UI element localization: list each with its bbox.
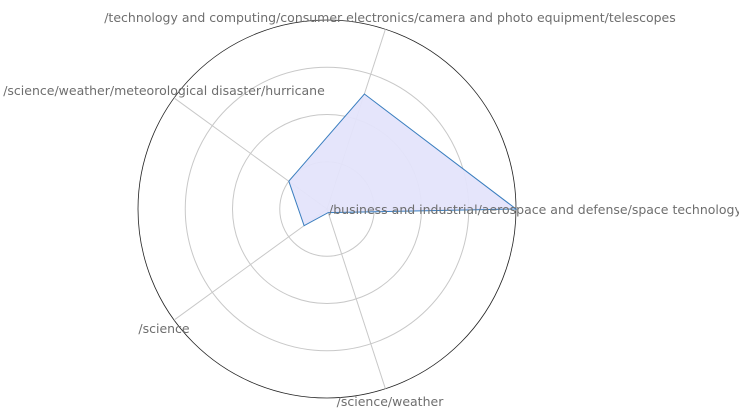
series-area-1 bbox=[288, 93, 518, 227]
axis-label-3: /science/weather/meteorological disaster… bbox=[3, 83, 325, 98]
axis-spoke-5 bbox=[326, 208, 386, 389]
axis-labels: /business and industrial/aerospace and d… bbox=[3, 10, 739, 409]
axis-label-1: /business and industrial/aerospace and d… bbox=[329, 202, 739, 217]
axis-label-2: /technology and computing/consumer elect… bbox=[104, 10, 676, 25]
axis-spoke-4 bbox=[173, 208, 328, 321]
data-series bbox=[288, 93, 518, 227]
axis-label-4: /science bbox=[138, 321, 190, 336]
axis-label-5: /science/weather bbox=[337, 394, 445, 409]
